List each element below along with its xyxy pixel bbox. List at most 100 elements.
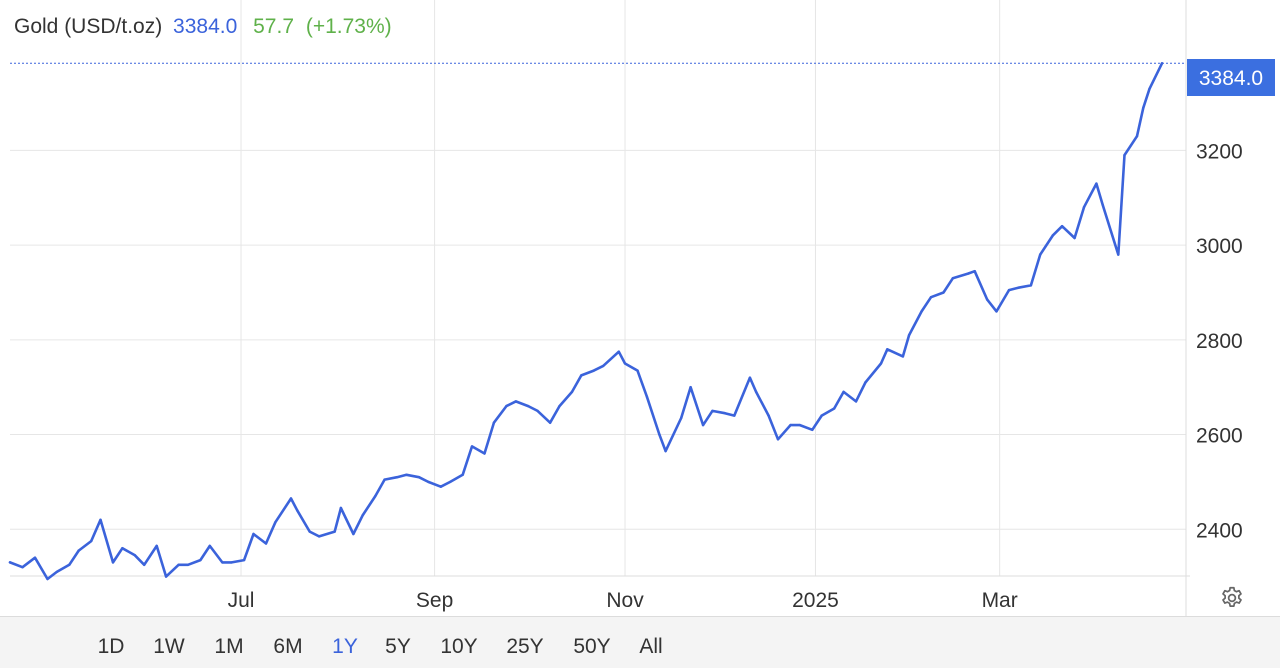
data-point [449,480,452,484]
data-point [1073,236,1076,240]
data-point [711,409,714,413]
data-point [483,452,486,455]
data-point [46,577,49,581]
data-point [592,369,595,372]
data-point [111,561,115,564]
data-point [252,532,255,536]
data-point [383,478,386,481]
data-point [1142,106,1145,110]
data-point [842,390,845,394]
y-tick-label: 2800 [1196,330,1243,353]
data-point [1101,203,1104,207]
data-point [186,563,190,566]
last-price-tag-label: 3384.0 [1199,67,1263,90]
data-point [811,428,814,431]
range-button-25y[interactable]: 25Y [506,635,544,658]
data-point [1051,234,1054,237]
data-point [90,539,93,543]
data-point [623,362,627,365]
data-point [658,433,661,436]
data-point [536,409,539,413]
data-point [886,348,889,351]
data-point [798,423,802,427]
x-axis-ticks: Jul Sep Nov 2025 Mar [228,589,1018,612]
data-point [986,298,989,301]
data-point [864,381,867,384]
data-point [1135,135,1139,138]
data-point [199,558,202,562]
x-tick-label: Sep [416,589,453,612]
range-button-1m[interactable]: 1M [214,635,244,658]
data-point [1148,87,1151,91]
data-point [461,473,464,476]
data-point [942,291,945,294]
data-point [920,310,923,313]
range-button-all[interactable]: All [639,635,663,658]
data-point [776,438,780,441]
price-change-percent: (+1.73%) [305,15,392,38]
range-button-5y[interactable]: 5Y [385,635,411,658]
data-point [333,530,336,533]
data-point [664,449,667,453]
x-tick-label: Mar [982,589,1018,612]
data-point [527,404,530,408]
range-button-10y[interactable]: 10Y [440,635,478,658]
data-point [55,570,58,574]
last-price-tag-bg [1187,59,1275,96]
data-point [1095,182,1098,185]
data-point [374,494,377,498]
data-point [177,563,180,566]
data-point [121,547,124,550]
data-point [417,476,421,479]
data-point [264,542,268,545]
y-axis-ticks: 2400 2600 2800 3000 3200 [1196,140,1243,542]
data-point [1082,206,1086,209]
data-point [289,497,293,500]
range-button-6m[interactable]: 6M [273,635,303,658]
data-point [602,364,605,368]
data-point [77,549,80,552]
data-point [617,350,620,353]
range-button-1y[interactable]: 1Y [332,635,358,658]
range-button-1w[interactable]: 1W [153,635,185,658]
data-point [296,509,299,512]
data-point [636,369,639,372]
data-point [427,480,430,484]
data-point [995,310,998,313]
data-point [733,414,736,417]
current-price: 3384.0 [173,15,238,38]
data-point [833,407,836,410]
data-point [505,404,508,408]
data-point [879,362,883,365]
price-change: 57.7 [253,15,294,38]
data-point [133,554,137,557]
series-line-gold[interactable] [8,62,1164,581]
data-point [1160,62,1164,65]
data-point [155,544,158,548]
data-point [748,376,752,379]
range-selector: 1D 1W 1M 6M 1Y 5Y 10Y 25Y 50Y All [0,616,1280,668]
data-point [514,400,517,403]
data-point [492,421,496,424]
data-point [395,476,399,479]
data-point [548,421,552,424]
data-point [951,277,954,280]
data-point [723,412,727,415]
last-price-tag: 3384.0 [1187,59,1275,96]
data-point [820,414,823,417]
data-point [308,530,311,533]
data-point [570,390,574,394]
data-point [901,355,905,358]
data-point [967,272,970,275]
data-point [164,575,168,578]
data-point [242,558,246,562]
x-tick-label: Jul [228,589,255,612]
range-button-1d[interactable]: 1D [97,635,125,658]
data-point [1029,284,1033,287]
data-point [680,416,683,420]
range-button-50y[interactable]: 50Y [573,635,611,658]
gear-icon[interactable] [1219,585,1245,611]
data-point [230,561,233,564]
data-point [274,521,277,524]
y-tick-label: 2400 [1196,519,1243,542]
